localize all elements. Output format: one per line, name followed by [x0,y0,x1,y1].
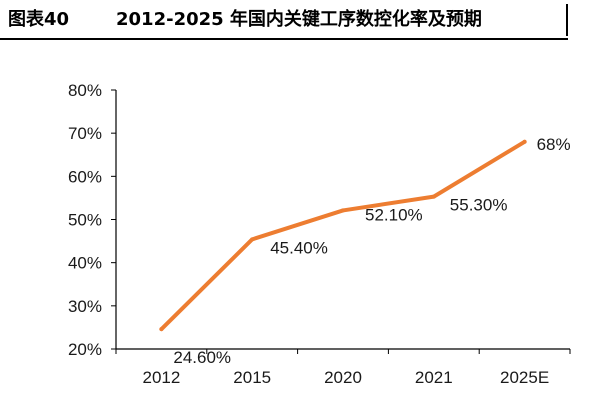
series-line [159,139,527,332]
data-label: 45.40% [270,238,328,257]
data-point [250,237,255,242]
series-line-group [159,139,527,332]
data-point [522,139,527,144]
x-tick-label: 2015 [233,368,271,387]
x-tick-label: 2012 [142,368,180,387]
data-point [341,208,345,213]
data-point [431,194,436,199]
y-tick-label: 80% [68,81,102,100]
data-point [159,327,164,332]
y-tick-label: 60% [68,167,102,186]
figure-title: 2012-2025 年国内关键工序数控化率及预期 [116,9,482,30]
y-tick-label: 40% [68,254,102,273]
line-chart: 20%30%40%50%60%70%80% 2012 2015 2020 2021 20… [68,81,571,387]
y-tick-labels: 20% 30% 40% 50% 60% 70% 80% [68,81,102,359]
data-label: 52.10% [365,205,423,224]
header-end-rule [566,4,568,36]
y-tick-label: 70% [68,124,102,143]
y-tick-label: 50% [68,211,102,230]
y-tick-label: 30% [68,297,102,316]
data-label: 68% [537,135,571,154]
x-tick-label: 2025E [500,368,549,387]
y-tick-label: 20% [68,340,102,359]
x-tick-labels: 2012 2015 2020 2021 2025E [142,368,549,387]
data-labels: 24.60% 45.40% 52.10% 55.30% 68% [173,135,570,367]
data-label: 55.30% [450,196,508,215]
x-tick-label: 2021 [415,368,453,387]
data-label: 24.60% [173,348,231,367]
figure-number: 图表40 [8,9,70,30]
axes [111,89,571,354]
x-tick-label: 2020 [324,368,362,387]
figure-header: 图表40 2012-2025 年国内关键工序数控化率及预期 [0,0,568,40]
